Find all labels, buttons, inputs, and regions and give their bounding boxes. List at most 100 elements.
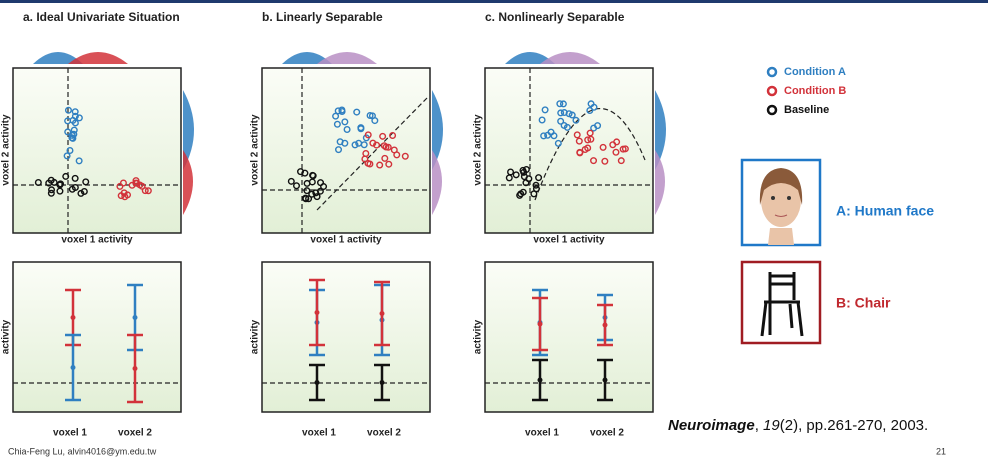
pages: (2), pp.261-270, 2003. (780, 417, 928, 434)
point (530, 190, 538, 198)
point (75, 157, 83, 165)
point (544, 131, 552, 139)
mean (314, 380, 320, 385)
point (56, 187, 64, 195)
point (71, 174, 79, 182)
x-axis-label: voxel 1 activity (61, 235, 133, 246)
point (341, 118, 349, 126)
point (138, 182, 146, 190)
point (563, 123, 571, 131)
point (144, 187, 152, 195)
point (587, 100, 595, 108)
panel-title: b. Linearly Separable (262, 10, 383, 24)
point (63, 152, 71, 160)
x-axis-label: voxel 1 activity (533, 235, 605, 246)
x-tick-label: voxel 2 (367, 428, 401, 439)
point (48, 186, 56, 194)
point (617, 157, 625, 165)
point (390, 146, 398, 154)
point (357, 125, 365, 133)
point (557, 117, 565, 125)
point (366, 111, 374, 119)
header-rule (0, 0, 988, 3)
point (333, 120, 341, 128)
legend-marker (766, 66, 778, 78)
mean (602, 322, 608, 328)
point (369, 139, 377, 147)
y-axis-label: voxel 2 activity (250, 114, 261, 186)
point (287, 177, 295, 185)
mean (602, 377, 608, 383)
point (355, 139, 363, 147)
footer-author: Chia-Feng Lu, alvin4016@ym.edu.tw (8, 446, 157, 456)
panel-title: a. Ideal Univariate Situation (23, 10, 180, 24)
point (362, 150, 370, 158)
panel-title: c. Nonlinearly Separable (485, 10, 625, 24)
point (82, 178, 90, 186)
mean (537, 321, 543, 327)
point (64, 106, 72, 114)
marginal-top (505, 52, 555, 64)
point (117, 192, 125, 200)
point (385, 160, 393, 168)
y-axis-label: voxel 2 activity (1, 114, 12, 186)
marginal-top (317, 52, 377, 64)
point (384, 143, 392, 151)
point (334, 107, 342, 115)
point (590, 157, 598, 165)
point (302, 195, 310, 203)
point (45, 179, 53, 187)
point (303, 179, 311, 187)
point (341, 139, 349, 147)
legend-label: Baseline (784, 104, 829, 116)
mean (70, 315, 76, 320)
point (373, 141, 381, 149)
point (540, 132, 548, 140)
point (586, 107, 594, 115)
y-axis-label: activity (250, 319, 261, 354)
scatter-box (261, 67, 431, 234)
point (379, 132, 387, 140)
marginal-right (183, 90, 194, 170)
point (612, 148, 620, 156)
point (47, 189, 55, 197)
marginal-top (282, 52, 332, 64)
y-axis-label: voxel 2 activity (473, 114, 484, 186)
point (573, 131, 581, 139)
x-tick-label: voxel 2 (590, 428, 624, 439)
point (554, 139, 562, 147)
mean (379, 311, 385, 316)
point (584, 136, 592, 144)
marginal-top (540, 52, 600, 64)
marginal-right (432, 150, 442, 215)
point (57, 180, 65, 188)
page-number: 21 (936, 446, 946, 456)
point (541, 106, 549, 114)
point (70, 130, 78, 138)
point (68, 134, 76, 142)
y-axis-label: activity (1, 319, 12, 354)
mean (132, 366, 138, 371)
marginal-top (33, 52, 83, 64)
point (380, 142, 388, 150)
mean (70, 365, 76, 370)
example-label: A: Human face (836, 203, 934, 219)
point (301, 169, 309, 177)
point (343, 126, 351, 134)
point (364, 131, 372, 139)
x-tick-label: voxel 1 (525, 428, 559, 439)
point (575, 137, 583, 145)
point (366, 160, 374, 168)
point (320, 183, 328, 191)
point (576, 148, 584, 156)
point (532, 181, 540, 189)
mean (379, 380, 385, 385)
x-tick-label: voxel 1 (53, 428, 87, 439)
point (512, 171, 520, 179)
point (80, 187, 88, 195)
marginal-right (183, 150, 193, 215)
point (293, 182, 301, 190)
marginal-right (432, 90, 443, 170)
point (520, 168, 528, 176)
bars-box (261, 261, 431, 413)
